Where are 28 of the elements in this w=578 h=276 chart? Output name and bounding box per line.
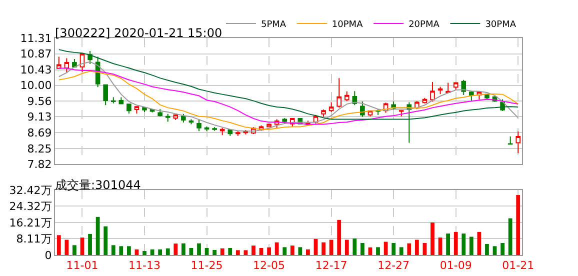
x-tick-label: 12-27 (378, 259, 410, 272)
y-tick-label: 11.31 (20, 32, 52, 45)
y-tick-label: 8.11万 (16, 232, 52, 246)
y-tick-label: 9.13 (27, 110, 52, 124)
chart-title: 成交量:301044 (55, 178, 141, 192)
x-tick-label: 01-09 (440, 259, 472, 272)
y-tick-label: 24.32万 (9, 200, 52, 214)
y-tick-label: 8.25 (27, 142, 52, 156)
x-tick-label: 01-21 (502, 259, 534, 272)
legend-label: 20PMA (408, 20, 440, 30)
x-tick-label: 11-13 (128, 259, 160, 272)
y-tick-label: 7.82 (27, 158, 52, 171)
x-tick-label: 11-25 (190, 259, 223, 272)
x-tick-label: 12-05 (253, 259, 286, 272)
y-tick-label: 0 (44, 248, 52, 262)
y-tick-label: 32.42万 (9, 184, 52, 197)
x-tick-label: 11-01 (66, 259, 98, 272)
y-tick-label: 10.00 (20, 79, 52, 92)
legend-label: 30PMA (485, 20, 517, 30)
y-tick-label: 16.21万 (9, 216, 52, 230)
y-tick-label: 8.69 (27, 126, 52, 140)
y-tick-label: 10.43 (20, 64, 52, 77)
legend-label: 5PMA (261, 20, 287, 30)
y-tick-label: 10.87 (20, 48, 52, 61)
x-tick-label: 12-17 (315, 259, 348, 272)
legend-label: 10PMA (332, 20, 364, 30)
chart-title: [300222] 2020-01-21 15:00 (55, 26, 222, 40)
y-tick-label: 9.56 (27, 95, 52, 108)
